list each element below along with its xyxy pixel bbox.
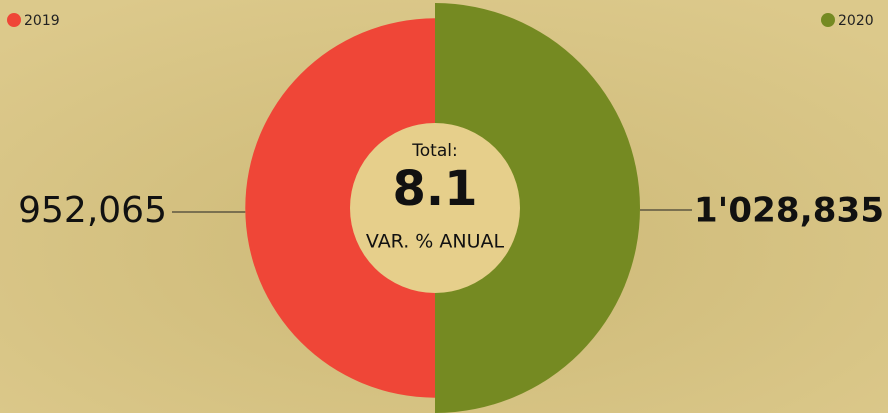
center-circle [350, 123, 520, 293]
center-value: 8.1 [392, 161, 477, 217]
donut [245, 3, 640, 413]
center-caption: VAR. % ANUAL [366, 231, 505, 253]
legend-label: 2019 [24, 13, 60, 29]
legend-swatch [821, 13, 835, 27]
legend-swatch [7, 13, 21, 27]
value-label: 952,065 [18, 190, 167, 231]
center-label: Total: [411, 141, 457, 161]
half-donut [245, 18, 435, 398]
value-label: 1'028,835 [694, 191, 884, 231]
half-donut [435, 3, 640, 413]
legend-label: 2020 [838, 13, 874, 29]
